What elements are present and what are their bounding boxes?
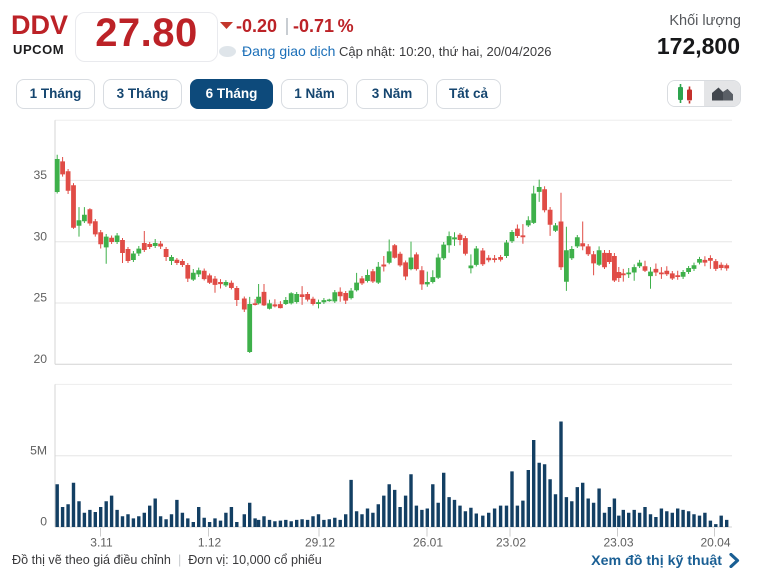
svg-text:29.12: 29.12	[305, 536, 335, 550]
svg-text:35: 35	[33, 168, 47, 182]
svg-text:23.02: 23.02	[496, 536, 526, 550]
svg-text:26.01: 26.01	[413, 536, 443, 550]
svg-text:5M: 5M	[30, 443, 47, 457]
svg-text:30: 30	[33, 229, 47, 243]
svg-text:20: 20	[33, 352, 47, 366]
svg-text:3.11: 3.11	[90, 536, 113, 550]
svg-text:1.12: 1.12	[198, 536, 222, 550]
svg-text:0: 0	[40, 515, 47, 529]
svg-text:25: 25	[33, 291, 47, 305]
svg-text:23.03: 23.03	[603, 536, 633, 550]
svg-text:20.04: 20.04	[700, 536, 730, 550]
